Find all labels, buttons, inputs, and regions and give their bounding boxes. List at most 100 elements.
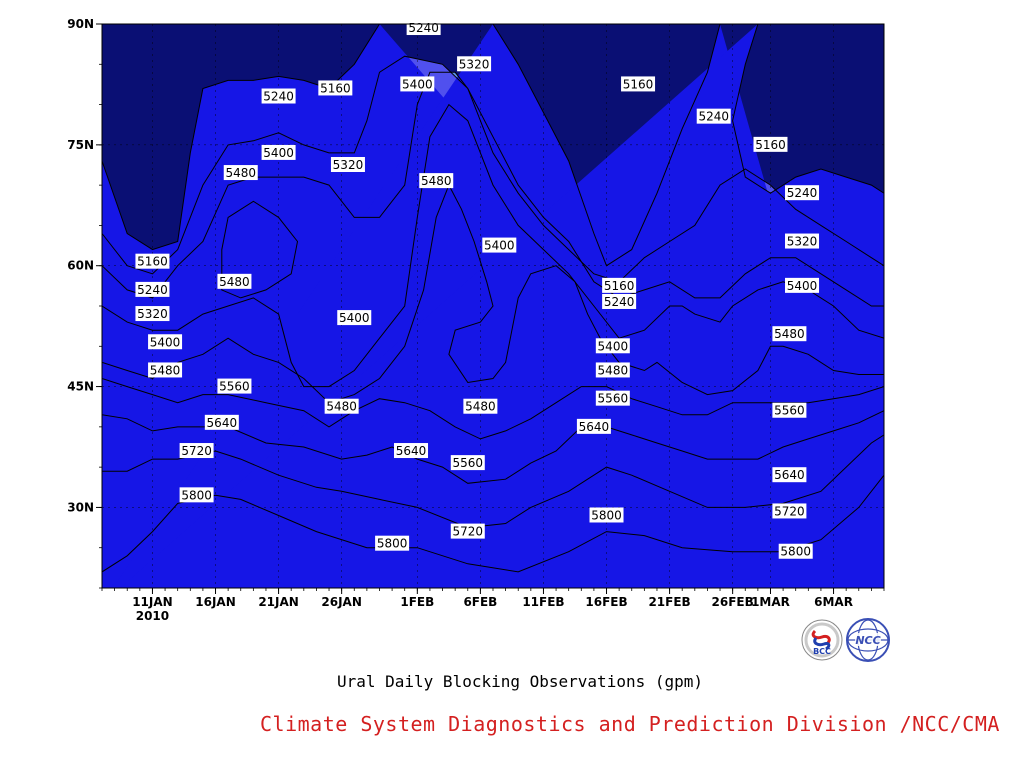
contour-label: 5320 (457, 56, 492, 72)
contour-label-text: 5240 (137, 283, 168, 297)
contour-label: 5240 (696, 108, 731, 124)
contour-line-5480 (102, 183, 884, 404)
y-tick-label: 60N (67, 259, 94, 273)
contour-label: 5800 (179, 487, 214, 503)
contour-label: 5240 (602, 293, 637, 309)
contour-label-text: 5240 (408, 21, 439, 35)
contour-line-5400 (102, 103, 884, 388)
y-axis-ticks: 30N 45N 60N 75N 90N (67, 17, 102, 589)
contour-label-text: 5480 (598, 363, 629, 377)
contour-label: 5240 (406, 20, 441, 36)
contour-label: 5480 (463, 398, 498, 414)
x-tick-label: 11FEB (522, 595, 564, 609)
contour-line-5160 (732, 24, 884, 194)
x-tick-label: 11JAN (132, 595, 173, 609)
contour-label: 5320 (785, 233, 820, 249)
x-tick-label: 26JAN (321, 595, 362, 609)
x-tick-label: 26FEB (712, 595, 754, 609)
contour-label-text: 5400 (402, 77, 433, 91)
contour-label-text: 5240 (787, 186, 818, 200)
contour-label-text: 5800 (181, 488, 212, 502)
contour-label: 5640 (576, 418, 611, 434)
credit-line: Climate System Diagnostics and Predictio… (260, 712, 1000, 736)
contour-label: 5480 (324, 398, 359, 414)
contour-label-text: 5320 (137, 307, 168, 321)
contour-label-text: 5560 (219, 380, 250, 394)
contour-label: 5800 (375, 535, 410, 551)
band-5160-11 (120, 24, 884, 588)
x-tick-label: 6FEB (463, 595, 497, 609)
contour-label-text: 5720 (774, 504, 805, 518)
contour-label: 5720 (179, 443, 214, 459)
x-tick-label: 1FEB (400, 595, 434, 609)
contour-line-5480 (221, 200, 299, 299)
ncc-logo: NCC (846, 618, 890, 662)
contour-label-text: 5160 (623, 77, 654, 91)
y-tick-label: 75N (67, 138, 94, 152)
contour-line-5560 (102, 378, 884, 440)
contour-label: 5480 (772, 326, 807, 342)
contour-label: 5800 (778, 543, 813, 559)
contour-label-text: 5160 (755, 138, 786, 152)
contour-label-text: 5640 (396, 444, 427, 458)
contour-label-text: 5640 (579, 420, 610, 434)
contour-label: 5640 (772, 467, 807, 483)
contour-label: 5160 (602, 277, 637, 293)
contour-label: 5400 (785, 277, 820, 293)
contour-label: 5560 (772, 402, 807, 418)
contour-label: 5160 (135, 253, 170, 269)
contour-label-text: 5560 (598, 392, 629, 406)
contour-label-text: 5800 (591, 508, 622, 522)
contour-label: 5800 (589, 507, 624, 523)
contour-label-text: 5560 (453, 456, 484, 470)
contour-label: 5240 (785, 185, 820, 201)
contour-label-text: 5480 (421, 174, 452, 188)
contour-label-text: 5640 (774, 468, 805, 482)
contour-label-text: 5480 (225, 166, 256, 180)
contour-label-text: 5480 (219, 275, 250, 289)
contour-label-text: 5720 (453, 525, 484, 539)
contour-label-text: 5560 (774, 404, 805, 418)
contour-label-text: 5400 (339, 311, 370, 325)
contour-label: 5480 (223, 165, 258, 181)
contour-label-text: 5320 (333, 158, 364, 172)
contour-label: 5640 (394, 443, 429, 459)
bcc-logo-text: BCC (813, 647, 831, 656)
contour-label: 5160 (318, 80, 353, 96)
contour-label-text: 5240 (698, 110, 729, 124)
contour-label: 5320 (135, 306, 170, 322)
x-tick-label: 16JAN (195, 595, 236, 609)
contour-line-5240 (102, 55, 884, 283)
contour-label: 5480 (595, 362, 630, 378)
x-tick-label: 1MAR (751, 595, 790, 609)
ncc-logo-text: NCC (855, 634, 880, 647)
contour-label-text: 5400 (787, 279, 818, 293)
contour-label: 5400 (482, 237, 517, 253)
contour-label-text: 5480 (774, 327, 805, 341)
contour-fills (102, 24, 884, 588)
contour-labels: 5240 5320 5240 5160 5400 5160 5240 5400 5320 5160… (135, 20, 820, 559)
x-tick-label: 21FEB (648, 595, 690, 609)
contour-label: 5160 (621, 76, 656, 92)
y-tick-label: 30N (67, 500, 94, 514)
contour-label: 5720 (450, 523, 485, 539)
contour-label: 5640 (204, 414, 239, 430)
contour-label: 5480 (148, 362, 183, 378)
contour-label-text: 5480 (465, 400, 496, 414)
contour-label: 5560 (450, 455, 485, 471)
y-tick-label: 45N (67, 380, 94, 394)
contour-label-text: 5480 (150, 363, 181, 377)
contour-label-text: 5400 (263, 146, 294, 160)
contour-label-text: 5320 (787, 235, 818, 249)
contour-label: 5400 (400, 76, 435, 92)
contour-label-text: 5240 (263, 90, 294, 104)
contour-label-text: 5720 (181, 444, 212, 458)
contour-label-text: 5480 (326, 400, 357, 414)
contour-chart: 5240 5320 5240 5160 5400 5160 5240 5400 5320 5160… (67, 17, 890, 662)
contour-label: 5240 (261, 88, 296, 104)
contour-label-text: 5400 (150, 335, 181, 349)
contour-label: 5400 (261, 144, 296, 160)
x-tick-label: 21JAN (258, 595, 299, 609)
contour-label: 5480 (419, 173, 454, 189)
